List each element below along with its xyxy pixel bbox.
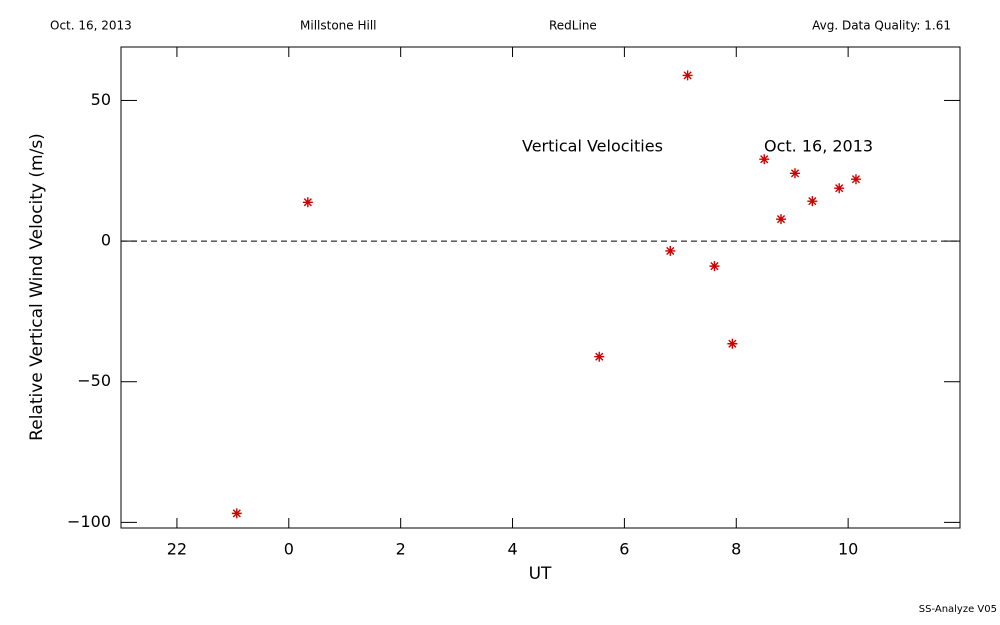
point bbox=[231, 508, 242, 519]
point bbox=[807, 196, 818, 207]
y-axis-label: Relative Vertical Wind Velocity (m/s) bbox=[27, 133, 47, 441]
y-tick-label: 0 bbox=[101, 231, 111, 250]
x-tick-label: 0 bbox=[284, 540, 294, 559]
y-tick-label: −50 bbox=[77, 371, 111, 390]
annotation: Vertical Velocities bbox=[522, 137, 663, 156]
x-tick-label: 2 bbox=[396, 540, 406, 559]
x-tick-label: 8 bbox=[731, 540, 741, 559]
point bbox=[727, 338, 738, 349]
point bbox=[302, 197, 313, 208]
x-tick-label: 4 bbox=[507, 540, 517, 559]
x-tick-label: 10 bbox=[838, 540, 858, 559]
point bbox=[850, 174, 861, 185]
x-tick-label: 6 bbox=[619, 540, 629, 559]
point bbox=[834, 183, 845, 194]
point bbox=[709, 261, 720, 272]
header-site: Millstone Hill bbox=[300, 19, 376, 33]
x-axis-label: UT bbox=[529, 564, 552, 584]
x-tick-label: 22 bbox=[167, 540, 187, 559]
point bbox=[789, 168, 800, 179]
header-quality: Avg. Data Quality: 1.61 bbox=[812, 19, 951, 33]
plot-frame bbox=[120, 46, 961, 529]
point bbox=[665, 245, 676, 256]
point bbox=[594, 351, 605, 362]
y-tick-label: −100 bbox=[67, 512, 111, 531]
point bbox=[759, 154, 770, 165]
annotation: Oct. 16, 2013 bbox=[764, 137, 873, 156]
y-tick-label: 50 bbox=[91, 90, 111, 109]
footer: SS-Analyze V05 bbox=[919, 604, 997, 615]
header-line: RedLine bbox=[549, 19, 597, 33]
point bbox=[776, 214, 787, 225]
point bbox=[682, 70, 693, 81]
header-date: Oct. 16, 2013 bbox=[50, 19, 132, 33]
